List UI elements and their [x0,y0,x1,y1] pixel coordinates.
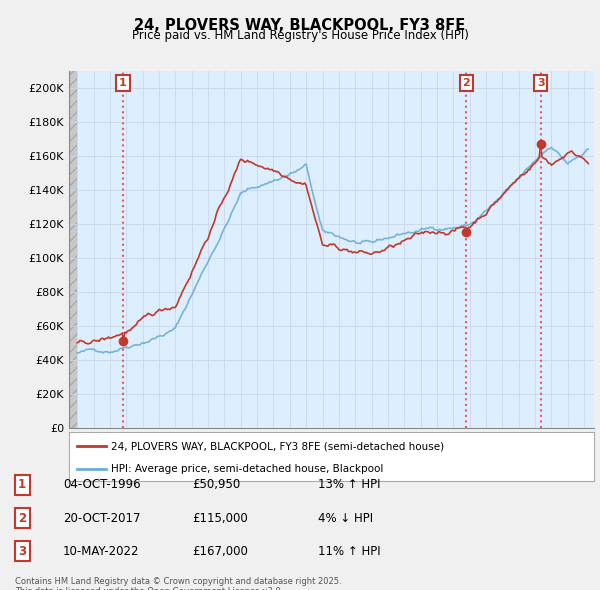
Text: 24, PLOVERS WAY, BLACKPOOL, FY3 8FE: 24, PLOVERS WAY, BLACKPOOL, FY3 8FE [134,18,466,32]
Text: Price paid vs. HM Land Registry's House Price Index (HPI): Price paid vs. HM Land Registry's House … [131,30,469,42]
Text: 3: 3 [537,78,545,88]
Text: £50,950: £50,950 [192,478,240,491]
Text: £167,000: £167,000 [192,545,248,558]
Text: Contains HM Land Registry data © Crown copyright and database right 2025.
This d: Contains HM Land Registry data © Crown c… [15,577,341,590]
Text: 4% ↓ HPI: 4% ↓ HPI [318,512,373,525]
Text: 04-OCT-1996: 04-OCT-1996 [63,478,140,491]
Text: 13% ↑ HPI: 13% ↑ HPI [318,478,380,491]
Text: 1: 1 [119,78,127,88]
Text: 1: 1 [18,478,26,491]
Text: 20-OCT-2017: 20-OCT-2017 [63,512,140,525]
Text: 11% ↑ HPI: 11% ↑ HPI [318,545,380,558]
Text: 24, PLOVERS WAY, BLACKPOOL, FY3 8FE (semi-detached house): 24, PLOVERS WAY, BLACKPOOL, FY3 8FE (sem… [111,441,444,451]
Text: 2: 2 [463,78,470,88]
Text: HPI: Average price, semi-detached house, Blackpool: HPI: Average price, semi-detached house,… [111,464,383,474]
Text: 2: 2 [18,512,26,525]
Text: £115,000: £115,000 [192,512,248,525]
Text: 10-MAY-2022: 10-MAY-2022 [63,545,139,558]
Bar [69,71,77,428]
Text: 3: 3 [18,545,26,558]
